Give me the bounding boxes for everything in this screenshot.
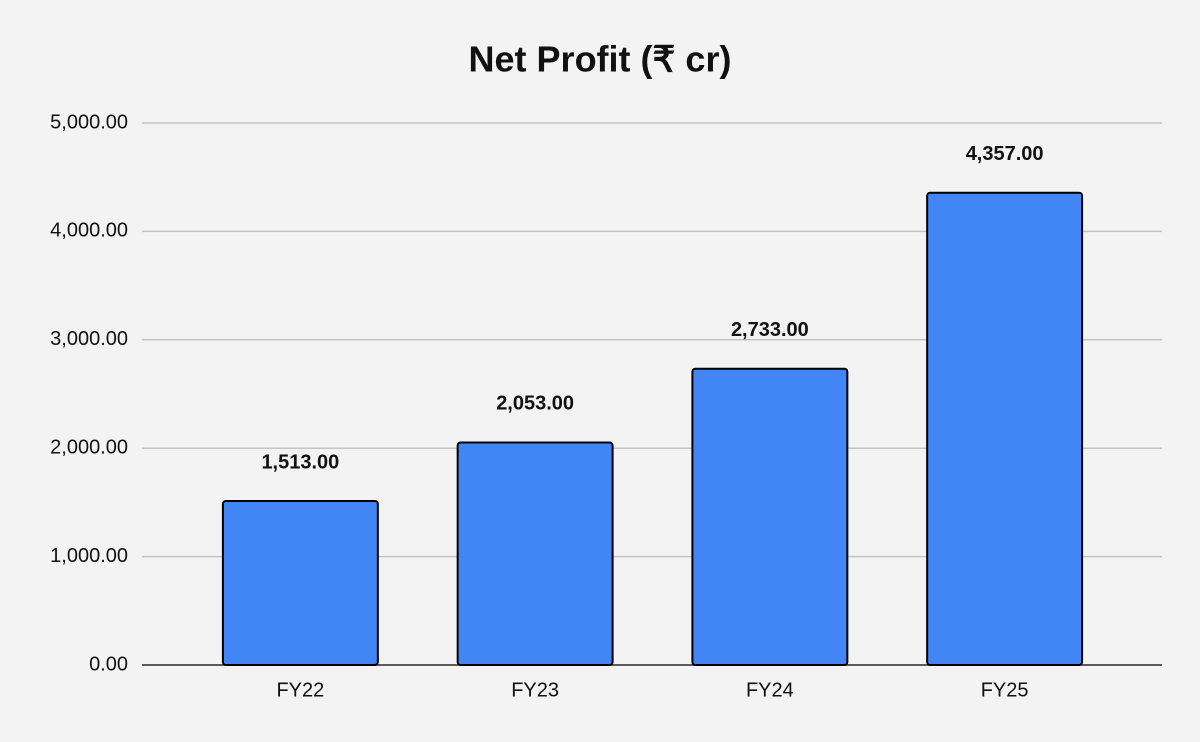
bar bbox=[691, 367, 849, 666]
x-tick-label: FY24 bbox=[746, 679, 794, 701]
y-tick-label: 0.00 bbox=[89, 653, 128, 675]
data-label: 2,053.00 bbox=[496, 393, 574, 415]
bar bbox=[221, 499, 379, 667]
bar bbox=[926, 191, 1084, 666]
y-tick-label: 3,000.00 bbox=[50, 328, 128, 350]
y-tick-label: 4,000.00 bbox=[50, 220, 128, 242]
y-tick-label: 2,000.00 bbox=[50, 436, 128, 458]
x-tick-label: FY22 bbox=[276, 679, 324, 701]
data-label: 1,513.00 bbox=[261, 451, 339, 473]
bar bbox=[456, 441, 614, 666]
x-tick-label: FY23 bbox=[511, 679, 559, 701]
chart-title: Net Profit (₹ cr) bbox=[469, 39, 732, 80]
y-tick-label: 1,000.00 bbox=[50, 545, 128, 567]
data-label: 4,357.00 bbox=[966, 143, 1044, 165]
y-tick-label: 5,000.00 bbox=[50, 111, 128, 133]
x-tick-label: FY25 bbox=[981, 679, 1029, 701]
data-label: 2,733.00 bbox=[731, 319, 809, 341]
